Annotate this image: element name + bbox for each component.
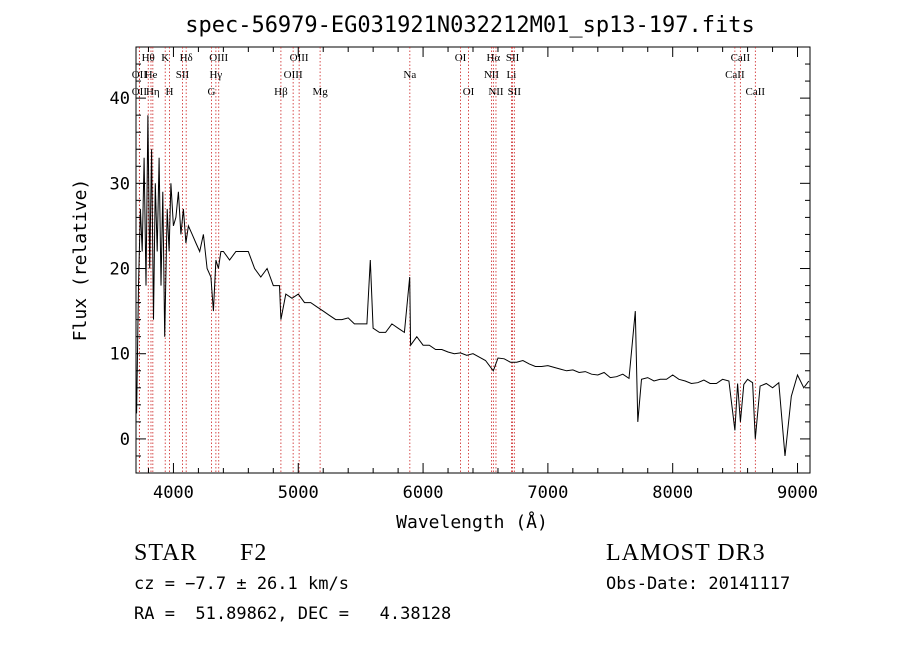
- line-mark-label: NII: [484, 69, 500, 81]
- line-mark-label: Na: [403, 69, 416, 81]
- x-tick-label: 4000: [153, 483, 194, 503]
- line-mark-label: NII: [488, 86, 504, 98]
- y-tick-label: 40: [110, 89, 130, 109]
- x-tick-label: 7000: [527, 483, 568, 503]
- line-mark-label: Hγ: [209, 69, 222, 81]
- object-subclass: F2: [240, 540, 268, 566]
- line-mark-label: G: [208, 86, 216, 98]
- x-axis: 4000 5000 6000 7000 8000 9000: [147, 47, 818, 503]
- line-mark-label: OII: [132, 86, 148, 98]
- line-mark-label: Mg: [312, 86, 328, 98]
- line-mark-label: OIII: [290, 52, 309, 64]
- line-mark-label: Hθ: [142, 52, 155, 64]
- x-axis-label: Wavelength (Å): [396, 511, 548, 533]
- y-tick-label: 20: [110, 260, 130, 280]
- x-tick-label: 9000: [777, 483, 818, 503]
- line-mark-label: CaII: [725, 69, 745, 81]
- line-mark-label: OI: [455, 52, 467, 64]
- observation-date: Obs-Date: 20141117: [606, 574, 791, 594]
- x-tick-label: 5000: [278, 483, 319, 503]
- y-axis-label: Flux (relative): [70, 179, 91, 342]
- line-mark-label: He: [145, 69, 158, 81]
- line-mark-label: SII: [506, 52, 520, 64]
- spectrum-line: [136, 115, 810, 457]
- line-mark-label: K: [161, 52, 169, 64]
- object-class: STAR: [134, 540, 198, 566]
- line-mark-label: CaII: [731, 52, 751, 64]
- line-mark-label: SII: [176, 69, 190, 81]
- line-mark-label: SII: [508, 86, 522, 98]
- line-mark-label: OIII: [284, 69, 303, 81]
- line-mark-label: Hη: [146, 86, 160, 98]
- line-marks: [138, 47, 756, 473]
- line-mark-label: Hα: [486, 52, 500, 64]
- chart-title: spec-56979-EG031921N032212M01_sp13-197.f…: [185, 13, 755, 38]
- y-tick-label: 30: [110, 174, 130, 194]
- y-tick-label: 0: [120, 430, 130, 450]
- line-mark-label: CaII: [746, 86, 766, 98]
- survey-name: LAMOST DR3: [606, 540, 766, 566]
- coordinates: RA = 51.89862, DEC = 4.38128: [134, 604, 452, 624]
- line-mark-label: Hδ: [180, 52, 193, 64]
- line-mark-label: OI: [463, 86, 475, 98]
- line-mark-label: OII: [132, 69, 148, 81]
- line-mark-label: Li: [507, 69, 517, 81]
- x-tick-label: 6000: [403, 483, 444, 503]
- line-mark-label: OIII: [209, 52, 228, 64]
- line-mark-label: H: [165, 86, 173, 98]
- redshift-cz: cz = −7.7 ± 26.1 km/s: [134, 574, 349, 594]
- x-tick-label: 8000: [652, 483, 693, 503]
- plot-frame: [135, 46, 811, 474]
- y-tick-label: 10: [110, 345, 130, 365]
- y-axis: 0 10 20 30 40: [110, 63, 810, 457]
- spectrum-chart: spec-56979-EG031921N032212M01_sp13-197.f…: [70, 13, 818, 533]
- line-mark-label: Hβ: [274, 86, 288, 98]
